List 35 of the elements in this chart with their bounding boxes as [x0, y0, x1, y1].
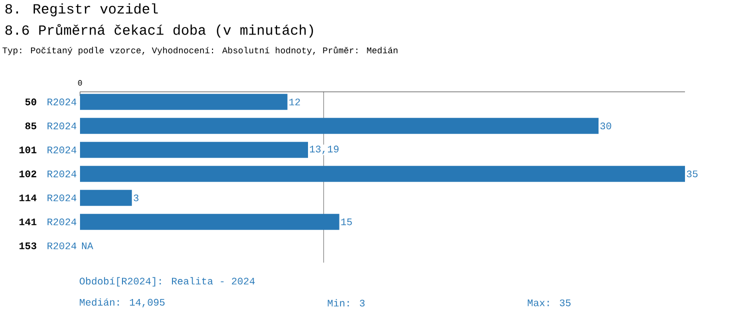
text: Typ: Počítaný podle vzorce, Vyhodnocení: Absolutní hodnoty, Průměr: Medián — [2, 46, 398, 56]
text: 0 — [78, 80, 82, 86]
text: Medián: 14,095 — [80, 298, 165, 308]
text: R2024 — [48, 170, 76, 178]
bar — [80, 94, 288, 110]
text: Max: 35 — [528, 300, 571, 306]
bar — [80, 118, 599, 134]
text: Období[R2024]: Realita - 2024 — [80, 277, 255, 287]
bar — [80, 214, 340, 230]
text: R2024 — [48, 146, 76, 154]
chart-subtitle: 8.6 Průměrná čekací doba (v minutách) — [5, 24, 313, 38]
data-label: 12 — [289, 98, 300, 106]
data-label: 35 — [686, 170, 698, 178]
bar — [80, 190, 132, 206]
text: R2024 — [48, 122, 76, 130]
text: NA — [82, 242, 94, 250]
series-label: R2024 — [48, 98, 76, 106]
data-label: 3 — [134, 194, 138, 202]
y-tick-label: 141 — [19, 218, 36, 226]
data-label: 13,19 — [310, 146, 339, 154]
y-tick-label: 102 — [19, 170, 36, 178]
y-tick-label: 153 — [19, 242, 36, 250]
y-tick-label: 85 — [25, 122, 36, 130]
bar — [80, 166, 685, 182]
text: R2024 — [48, 194, 76, 202]
data-label: 30 — [600, 122, 612, 130]
chart-title: 8. Registr vozidel — [5, 3, 158, 16]
y-tick-label: 101 — [19, 146, 36, 154]
data-label: 15 — [341, 218, 352, 226]
y-tick-label: 114 — [19, 194, 37, 202]
text: R2024 — [48, 218, 76, 226]
text: Min: 3 — [328, 299, 365, 307]
text: R2024 — [48, 242, 76, 250]
bar — [80, 142, 308, 158]
y-tick-label: 50 — [25, 98, 36, 106]
